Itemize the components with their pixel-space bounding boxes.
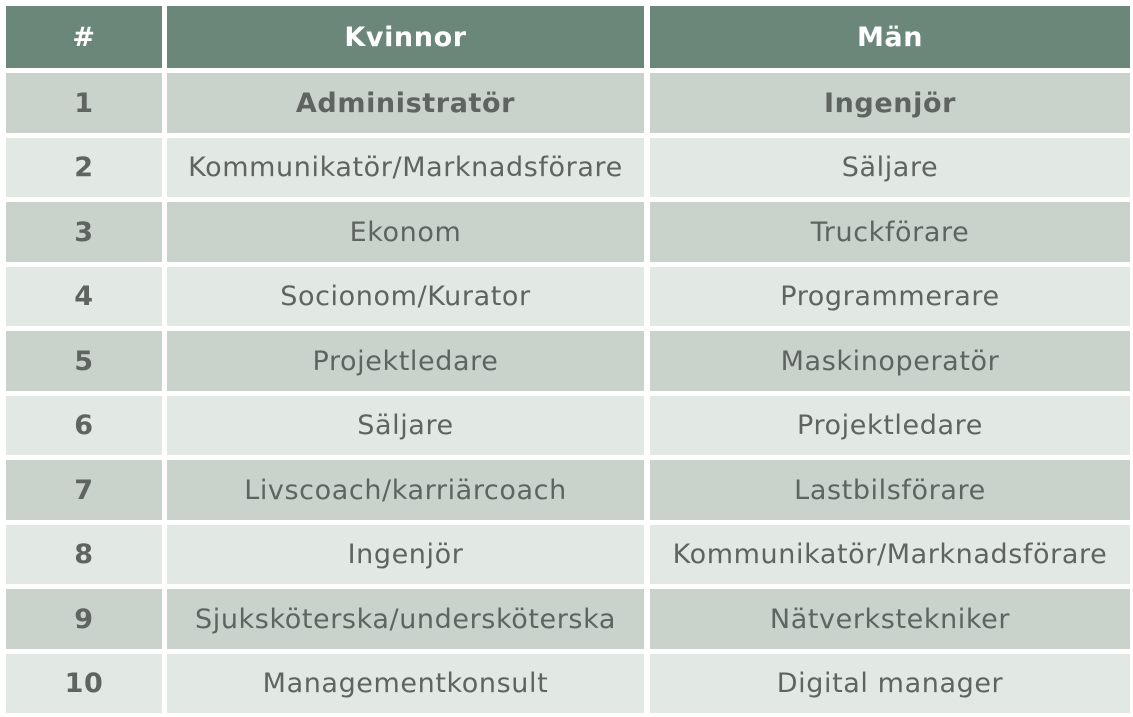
rank-cell: 8 xyxy=(6,525,162,584)
women-cell: Livscoach/karriärcoach xyxy=(167,460,644,520)
table-row: 2 Kommunikatör/Marknadsförare Säljare xyxy=(0,138,1133,197)
men-cell: Lastbilsförare xyxy=(650,460,1130,520)
rank-cell: 2 xyxy=(6,138,162,197)
rank-cell: 4 xyxy=(6,267,162,326)
table-row: 7 Livscoach/karriärcoach Lastbilsförare xyxy=(0,460,1133,520)
table-row: 1 Administratör Ingenjör xyxy=(0,73,1133,133)
table-row: 10 Managementkonsult Digital manager xyxy=(0,654,1133,713)
table-row: 9 Sjuksköterska/undersköterska Nätverkst… xyxy=(0,589,1133,649)
women-cell: Sjuksköterska/undersköterska xyxy=(167,589,644,649)
rank-cell: 5 xyxy=(6,331,162,391)
header-women: Kvinnor xyxy=(167,6,644,68)
rank-cell: 6 xyxy=(6,396,162,455)
rank-cell: 3 xyxy=(6,202,162,262)
table-row: 6 Säljare Projektledare xyxy=(0,396,1133,455)
rank-cell: 9 xyxy=(6,589,162,649)
table-row: 3 Ekonom Truckförare xyxy=(0,202,1133,262)
women-cell: Managementkonsult xyxy=(167,654,644,713)
men-cell: Ingenjör xyxy=(650,73,1130,133)
table-row: 4 Socionom/Kurator Programmerare xyxy=(0,267,1133,326)
table-header-row: # Kvinnor Män xyxy=(0,6,1133,68)
men-cell: Projektledare xyxy=(650,396,1130,455)
header-rank: # xyxy=(6,6,162,68)
women-cell: Ingenjör xyxy=(167,525,644,584)
women-cell: Projektledare xyxy=(167,331,644,391)
men-cell: Maskinoperatör xyxy=(650,331,1130,391)
table-row: 5 Projektledare Maskinoperatör xyxy=(0,331,1133,391)
header-men: Män xyxy=(650,6,1130,68)
women-cell: Ekonom xyxy=(167,202,644,262)
men-cell: Programmerare xyxy=(650,267,1130,326)
women-cell: Säljare xyxy=(167,396,644,455)
men-cell: Kommunikatör/Marknadsförare xyxy=(650,525,1130,584)
table-row: 8 Ingenjör Kommunikatör/Marknadsförare xyxy=(0,525,1133,584)
women-cell: Kommunikatör/Marknadsförare xyxy=(167,138,644,197)
rank-cell: 10 xyxy=(6,654,162,713)
women-cell: Administratör xyxy=(167,73,644,133)
rank-cell: 7 xyxy=(6,460,162,520)
men-cell: Truckförare xyxy=(650,202,1130,262)
rank-cell: 1 xyxy=(6,73,162,133)
men-cell: Nätverkstekniker xyxy=(650,589,1130,649)
women-cell: Socionom/Kurator xyxy=(167,267,644,326)
men-cell: Digital manager xyxy=(650,654,1130,713)
men-cell: Säljare xyxy=(650,138,1130,197)
